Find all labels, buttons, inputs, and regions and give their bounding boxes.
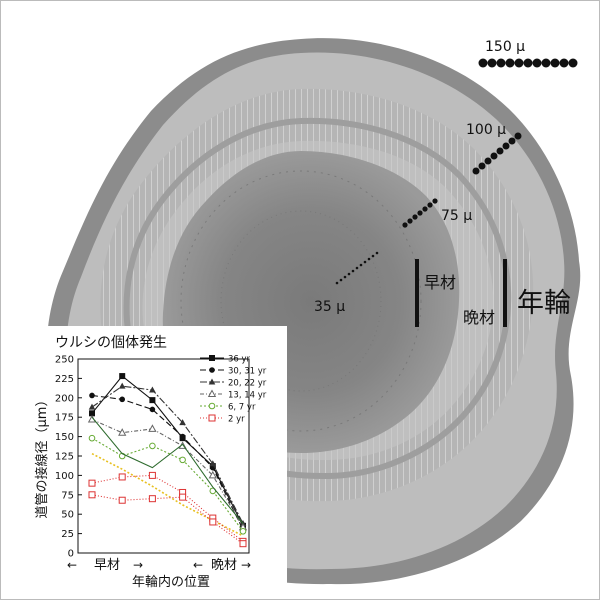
x-arrow-left-2: ←	[193, 558, 203, 572]
data-point-s3-2	[148, 424, 157, 432]
series-line-6	[91, 416, 244, 524]
series-line-5	[91, 474, 244, 542]
pith-texture-inner	[220, 210, 382, 392]
pith-texture	[180, 170, 422, 432]
data-point-s2-1	[118, 382, 126, 389]
late-wood-band	[123, 117, 512, 480]
scale-marker-150	[478, 58, 578, 68]
scale-marker-100	[472, 132, 522, 175]
data-point-s1-1	[119, 396, 125, 403]
y-tick-label: 250	[55, 355, 74, 366]
plot-area-frame	[77, 358, 250, 554]
legend-marker-0	[209, 355, 215, 361]
legend-label-2: 20, 22 yr	[228, 379, 267, 389]
legend-label-5: 2 yr	[228, 415, 245, 425]
data-point-s7-3	[179, 493, 187, 501]
y-tick-label: 225	[55, 374, 74, 385]
y-tick-label: 25	[61, 529, 74, 540]
series-line-7	[91, 494, 244, 545]
data-point-s1-3	[179, 433, 186, 440]
legend-marker-5	[208, 414, 216, 422]
legend-marker-2	[208, 378, 216, 385]
late-wood-label: 晩材	[463, 308, 496, 327]
data-point-s4-2	[149, 442, 156, 450]
x-early-label: 早材	[94, 558, 120, 573]
trend-line	[91, 452, 244, 537]
x-axis-label: 年輪内の位置	[132, 574, 210, 590]
y-tick-label: 75	[61, 490, 74, 501]
data-point-s7-4	[209, 518, 217, 526]
y-tick-label: 125	[55, 452, 74, 463]
legend-marker-4	[208, 402, 216, 410]
data-point-s5-2	[148, 471, 156, 479]
data-point-s7-0	[88, 491, 96, 499]
data-point-s3-4	[208, 470, 217, 479]
data-point-s0-0	[89, 410, 95, 417]
x-arrow-left: ←	[67, 558, 77, 572]
y-tick-label: 200	[55, 393, 74, 404]
legend-label-4: 6, 7 yr	[228, 403, 256, 413]
data-point-s2-4	[209, 460, 217, 467]
y-axis-label: 道管の接線径（μm）	[34, 394, 50, 519]
series-line-4	[91, 437, 244, 532]
data-point-s2-3	[179, 419, 186, 426]
y-tick-label: 50	[61, 510, 74, 521]
data-point-s5-1	[118, 473, 126, 481]
data-point-s0-2	[149, 397, 156, 404]
annual-ring-label: 年輪	[517, 288, 571, 319]
series-line-3	[91, 419, 244, 528]
legend-label-3: 13, 14 yr	[228, 391, 267, 401]
legend-label-0: 36 yr	[228, 355, 251, 365]
data-point-s3-0	[87, 414, 97, 423]
legend-marker-3	[207, 389, 217, 397]
scale-label-150: 150 μ	[485, 39, 526, 55]
data-point-s4-0	[88, 434, 96, 442]
early-wood-label: 早材	[424, 273, 457, 292]
series-line-2	[91, 385, 244, 524]
data-point-s4-5	[239, 527, 247, 535]
y-tick-label: 0	[68, 549, 74, 560]
data-point-s2-0	[88, 403, 96, 410]
scale-label-100: 100 μ	[466, 122, 507, 138]
scale-label-35: 35 μ	[314, 299, 346, 315]
data-point-s1-0	[89, 392, 95, 399]
early-wood-bar	[415, 259, 419, 327]
data-point-s5-0	[88, 479, 96, 487]
x-late-label: 晩材	[211, 558, 237, 573]
x-arrow-right: →	[133, 558, 143, 572]
data-point-s7-1	[118, 496, 126, 504]
data-point-s4-3	[179, 456, 186, 464]
x-arrow-right-2: →	[241, 558, 251, 572]
series-line-0	[91, 375, 244, 527]
legend-marker-1	[209, 367, 215, 373]
legend-label-1: 30, 31 yr	[228, 367, 267, 377]
data-point-s1-2	[149, 406, 156, 413]
scale-label-75: 75 μ	[441, 208, 473, 224]
data-point-s7-2	[148, 495, 156, 503]
scale-marker-35	[335, 251, 379, 285]
data-point-s7-5	[239, 540, 247, 548]
late-wood-bar	[503, 259, 507, 327]
scale-marker-75	[402, 198, 438, 228]
chart-title: ウルシの個体発生	[55, 335, 167, 351]
data-point-s0-1	[119, 373, 126, 380]
y-tick-label: 100	[55, 471, 74, 482]
series-line-1	[91, 394, 244, 530]
data-point-s3-1	[118, 428, 127, 436]
y-tick-label: 175	[55, 413, 74, 424]
data-point-s2-2	[149, 386, 156, 393]
y-tick-label: 150	[55, 432, 74, 443]
